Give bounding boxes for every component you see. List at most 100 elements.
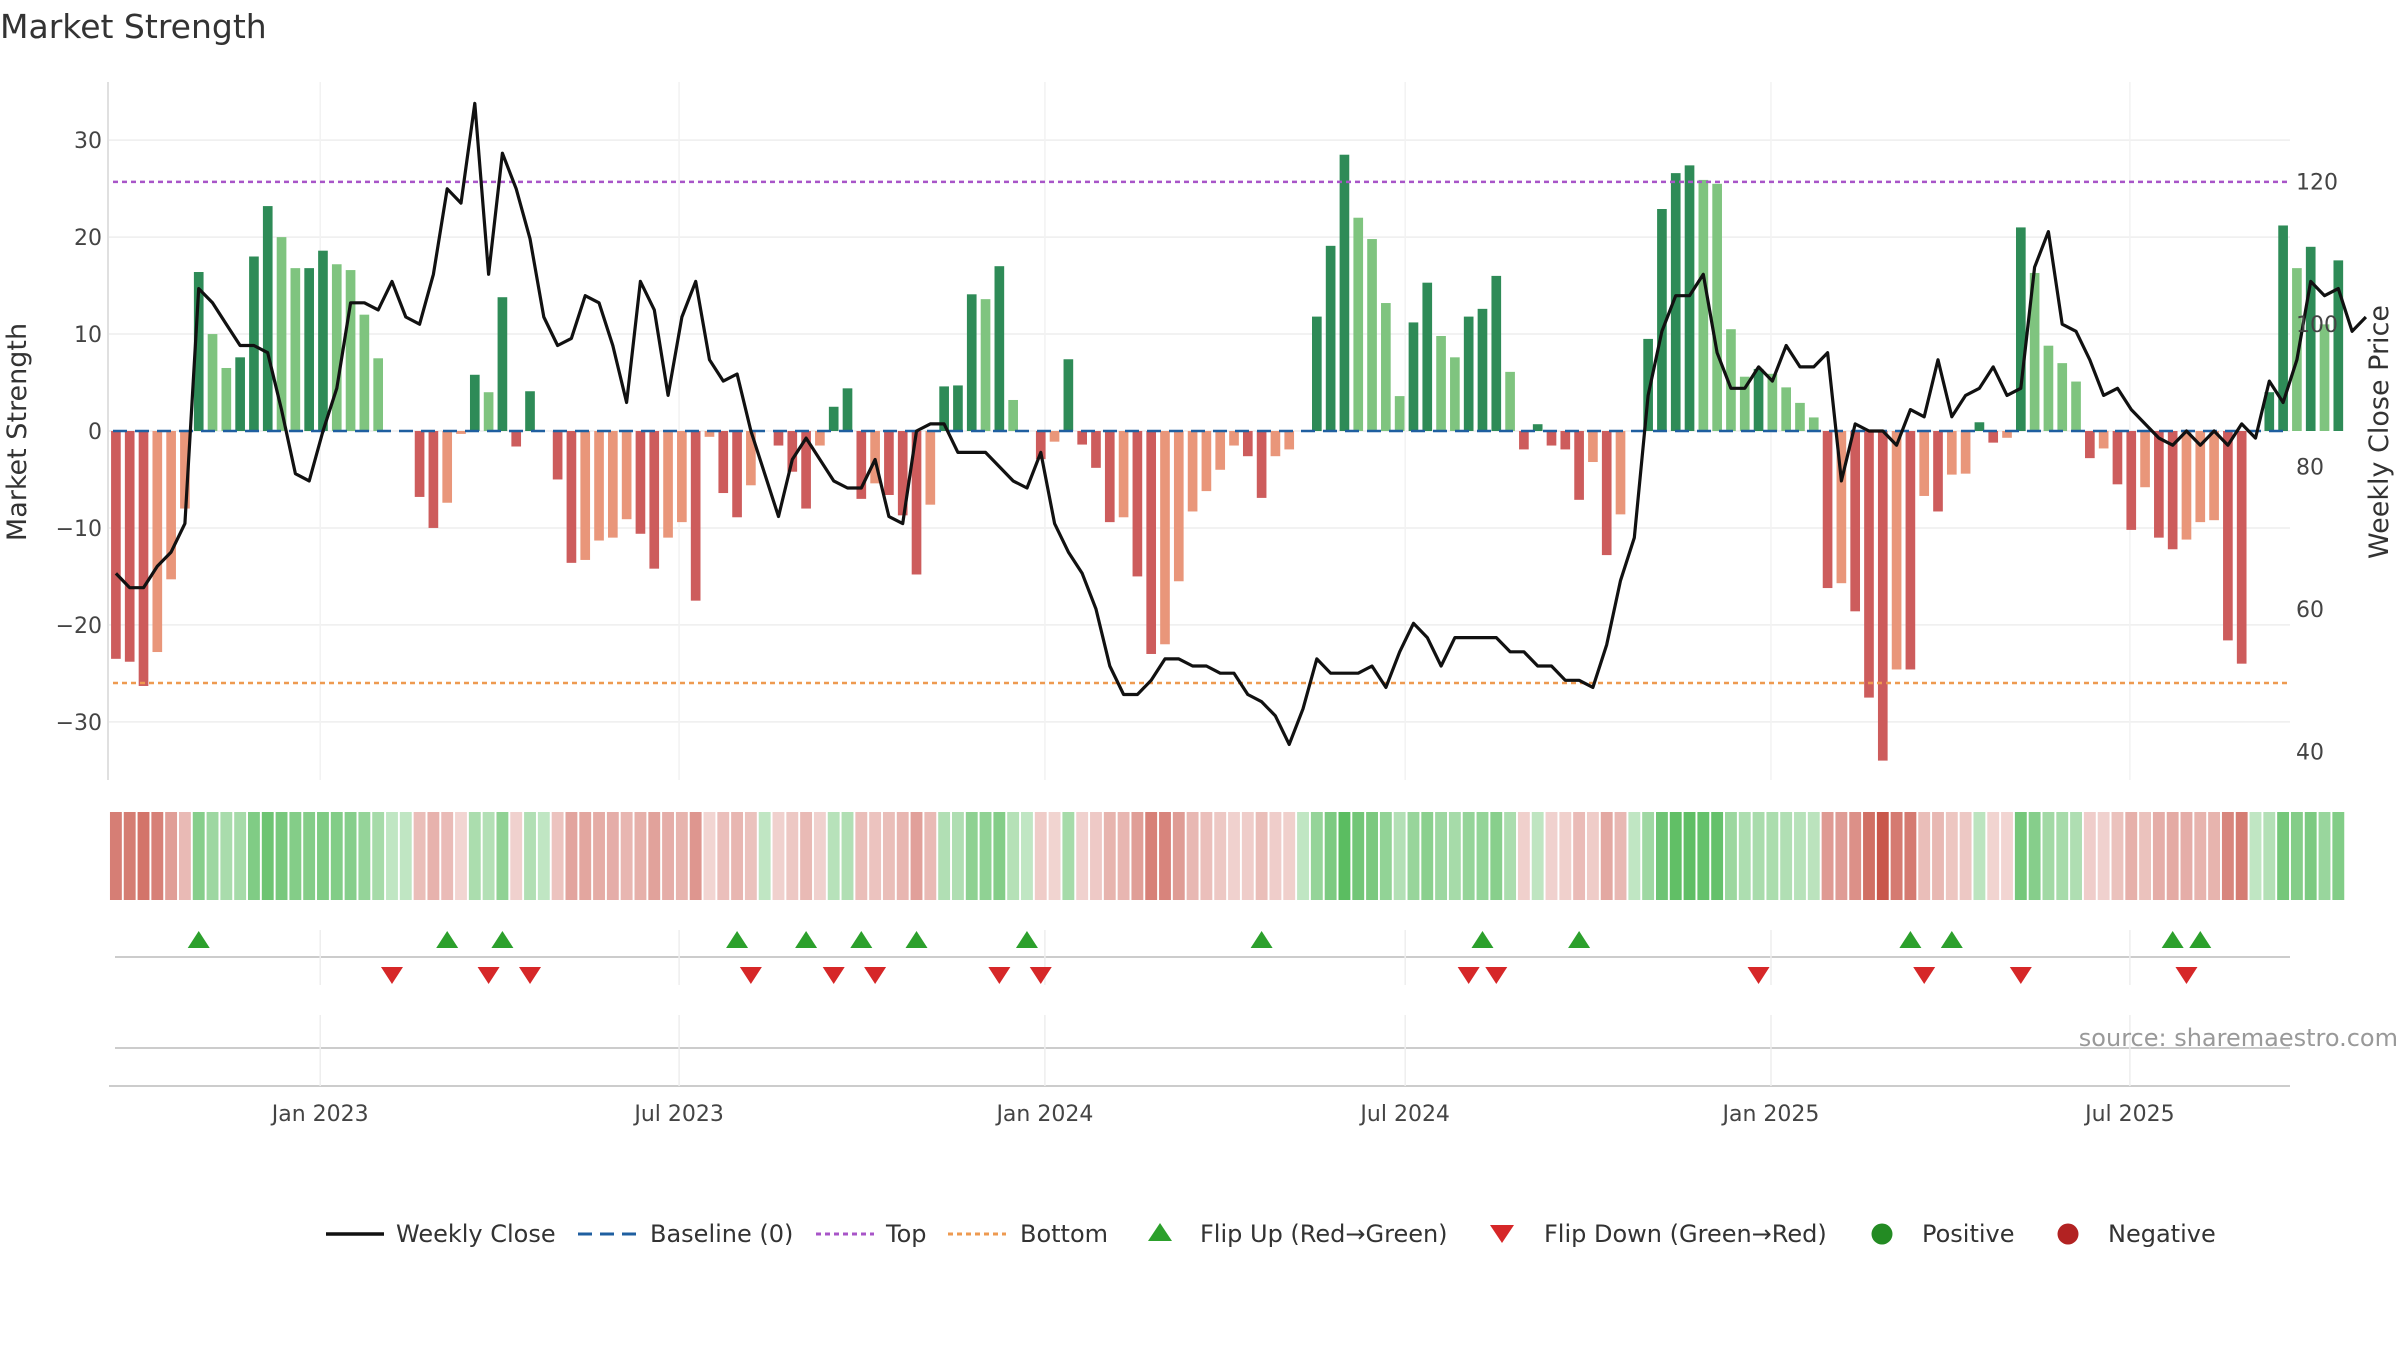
heat-cell	[551, 812, 564, 900]
heat-cell	[2318, 812, 2331, 900]
heat-cell	[689, 812, 702, 900]
strength-bar	[2292, 268, 2302, 431]
strength-bar	[1795, 402, 1805, 431]
heat-cell	[620, 812, 633, 900]
flip-up-marker	[1250, 931, 1273, 948]
strength-bar	[2154, 431, 2164, 538]
strength-bar	[1077, 431, 1087, 445]
heat-cell	[924, 812, 937, 900]
heat-cell	[1683, 812, 1696, 900]
strength-bar	[649, 431, 660, 569]
strength-bar	[235, 357, 245, 431]
strength-bar	[373, 358, 384, 431]
heat-cell	[731, 812, 744, 900]
heat-cell	[1821, 812, 1834, 900]
strength-bar	[1822, 431, 1833, 589]
strength-bar	[249, 256, 259, 431]
strength-bar	[2071, 381, 2081, 431]
y-right-tick: 120	[2296, 171, 2338, 196]
legend-label: Negative	[2108, 1220, 2216, 1248]
strength-bar	[2085, 431, 2095, 459]
strength-bar	[1436, 335, 1446, 431]
strength-bar	[1450, 357, 1460, 431]
heat-cell	[1863, 812, 1875, 900]
flip-down-marker	[988, 967, 1011, 984]
strength-bar	[428, 431, 439, 528]
heat-cell	[455, 812, 467, 900]
strength-bar	[787, 431, 798, 472]
strength-bar	[2223, 431, 2233, 641]
strength-bar	[552, 431, 563, 480]
heat-cell	[1987, 812, 2000, 900]
strength-bar	[1256, 431, 1267, 498]
strength-bar	[1670, 173, 1681, 431]
heat-cell	[1959, 812, 1972, 900]
heat-cell	[1490, 812, 1503, 900]
heat-cell	[1048, 812, 1061, 900]
strength-bar	[1836, 431, 1847, 584]
heat-cell	[2014, 812, 2027, 900]
heat-cell	[1794, 812, 1806, 900]
y-right-ticks: 120 100 80 60 40	[2296, 171, 2338, 766]
heat-cell	[1103, 812, 1116, 900]
flip-up-marker	[1899, 931, 1922, 948]
heat-cell	[1393, 812, 1406, 900]
flip-down-marker	[519, 967, 542, 984]
heat-cell	[1007, 812, 1020, 900]
heat-cell	[1062, 812, 1075, 900]
heat-cell	[1738, 812, 1751, 900]
strength-bars	[111, 154, 2344, 761]
strength-bar	[994, 266, 1005, 431]
strength-bar	[746, 431, 756, 486]
x-tick-label: Jan 2024	[994, 1102, 1093, 1127]
heat-cell	[2139, 812, 2151, 900]
strength-bar	[2195, 431, 2206, 523]
heat-cell	[1407, 812, 1420, 900]
strength-bar	[1988, 431, 1999, 443]
heat-cell	[1034, 812, 1047, 900]
x-tick-label: Jul 2024	[1358, 1102, 1450, 1127]
heat-cell	[1876, 812, 1889, 900]
strength-bar	[1312, 316, 1322, 431]
heat-cell	[1655, 812, 1668, 900]
legend-label: Positive	[1922, 1220, 2015, 1248]
heat-cell	[1849, 812, 1862, 900]
heat-cell	[1338, 812, 1351, 900]
strength-bar	[469, 374, 480, 431]
strength-bar	[1215, 431, 1226, 470]
y-right-tick: 80	[2296, 456, 2324, 481]
heat-cell	[2332, 812, 2345, 900]
strength-bar	[1781, 387, 1791, 431]
flip-up-marker	[187, 931, 210, 948]
heat-cell	[1297, 812, 1309, 900]
strength-bar	[1160, 431, 1170, 645]
heat-cell	[2042, 812, 2055, 900]
heat-cell	[1766, 812, 1779, 900]
flip-down-marker	[739, 967, 762, 984]
strength-bar	[1739, 376, 1750, 431]
flip-down-marker	[380, 967, 403, 984]
strength-bar	[897, 431, 908, 516]
strength-bar	[594, 431, 604, 541]
heat-cell	[2235, 812, 2248, 900]
reference-lines	[113, 180, 2290, 685]
flip-up-marker	[795, 931, 818, 948]
strength-bar	[1353, 217, 1364, 431]
strength-bar	[1657, 208, 1667, 431]
heat-cell	[261, 812, 274, 900]
strength-bar	[207, 334, 218, 431]
strength-bar	[2209, 431, 2219, 521]
strength-bar	[1408, 322, 1419, 431]
strength-bar	[1146, 431, 1157, 654]
heat-cell	[2070, 812, 2082, 900]
heat-cell	[2290, 812, 2303, 900]
heat-cell	[1835, 812, 1848, 900]
heat-cell	[1448, 812, 1461, 900]
strength-bar	[304, 268, 314, 431]
heat-cell	[786, 812, 799, 900]
heat-cell	[1476, 812, 1489, 900]
strength-bar	[663, 431, 673, 538]
strength-bar	[1532, 424, 1543, 431]
heat-cell	[2028, 812, 2041, 900]
strength-bar	[925, 431, 936, 505]
